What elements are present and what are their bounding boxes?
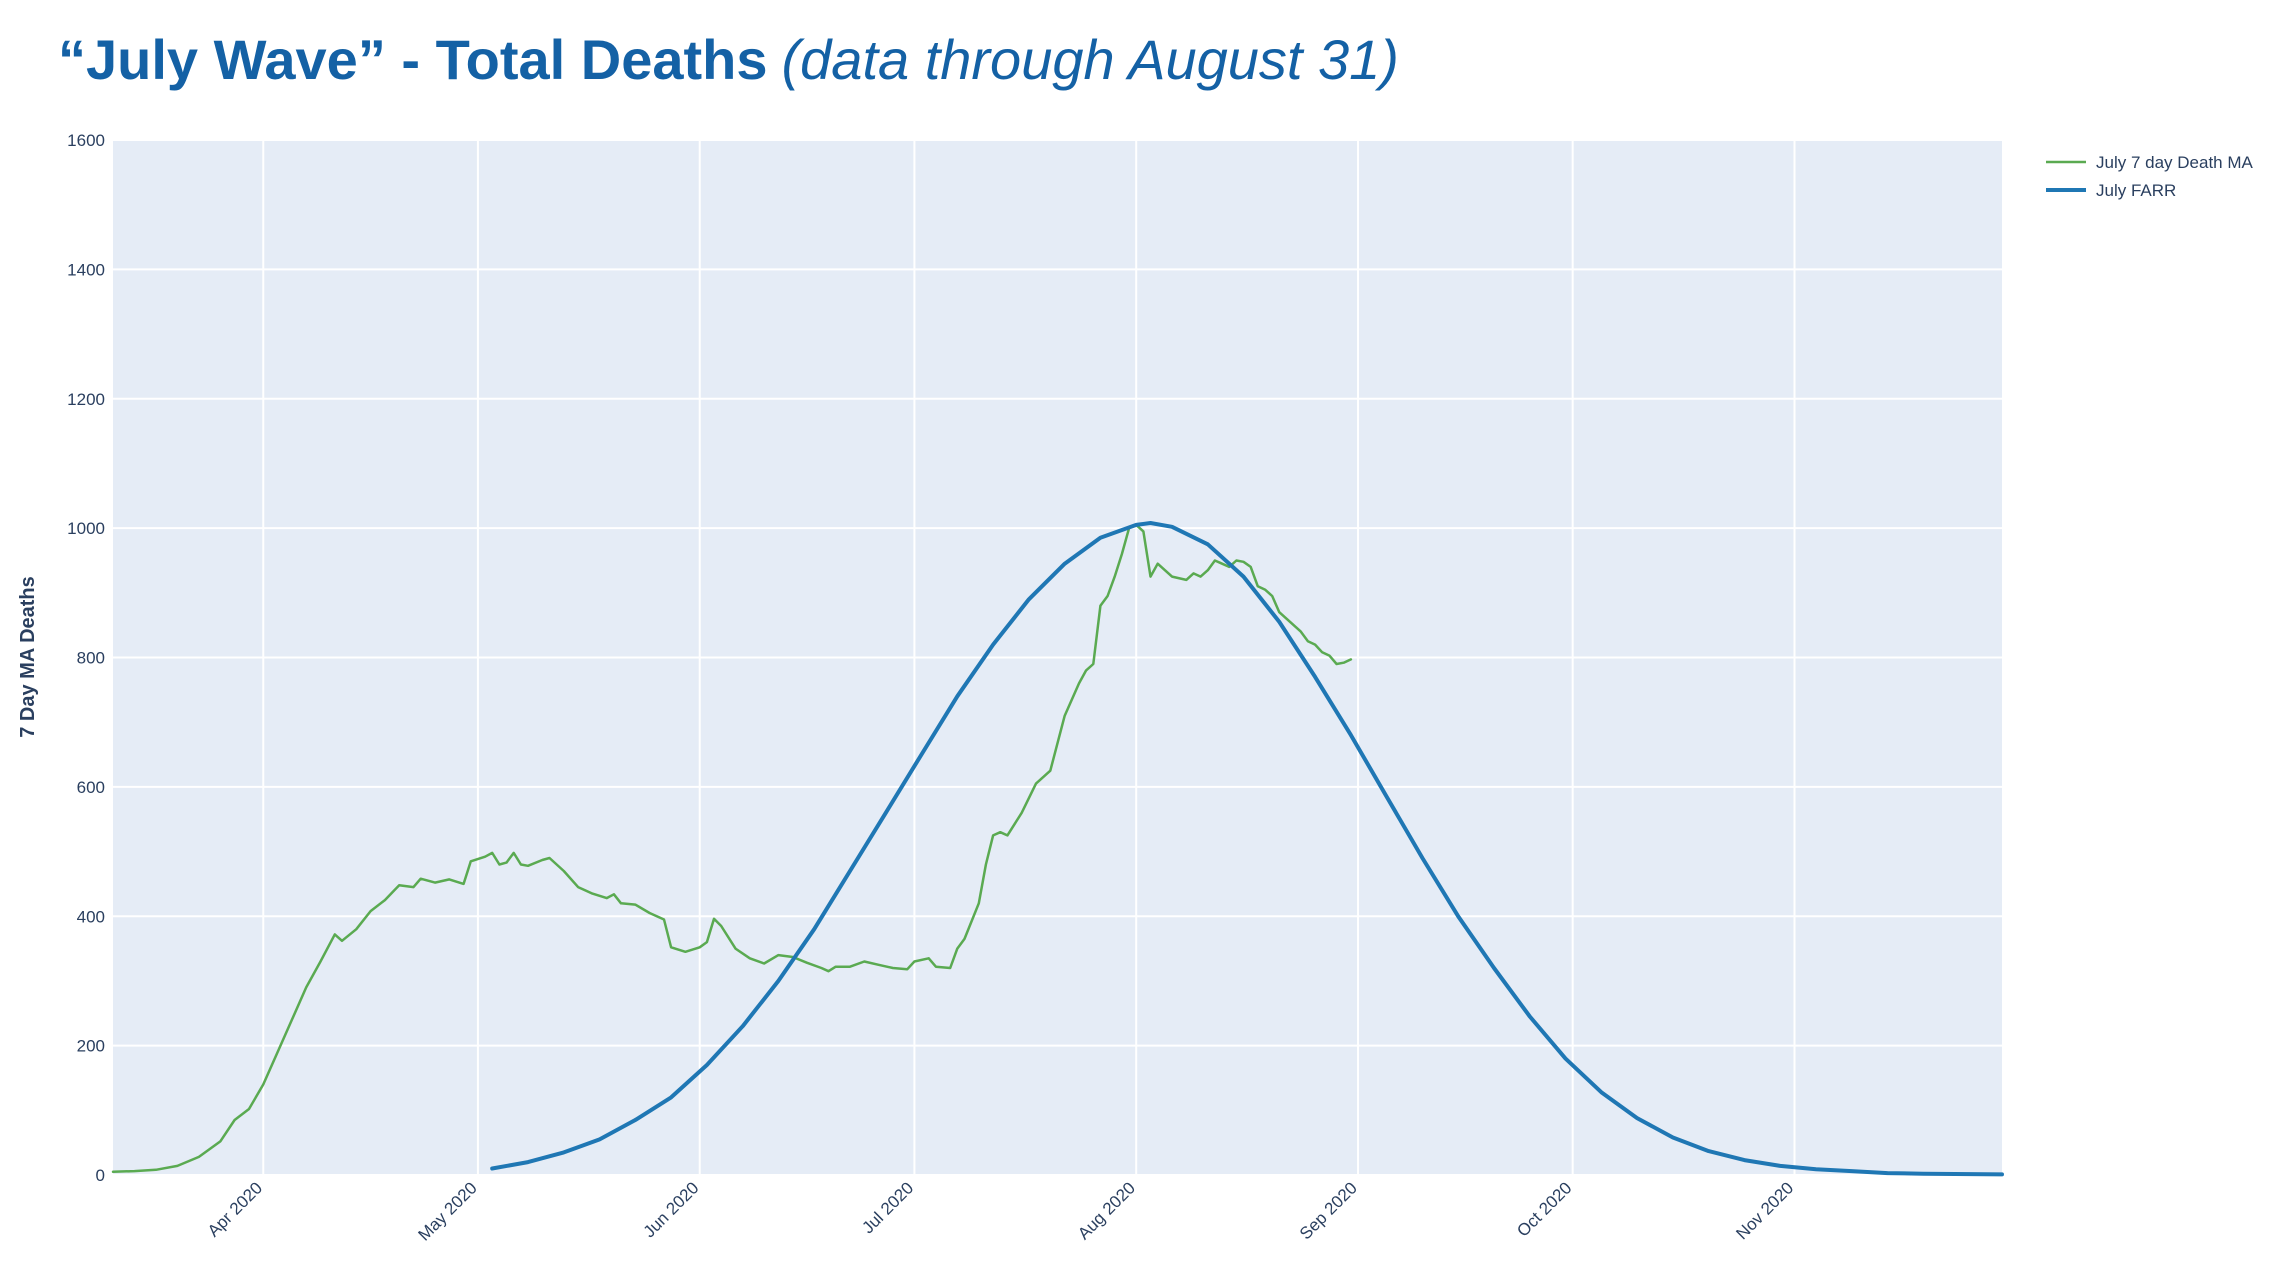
y-tick-labels: 0 200 400 600 800 1000 1200 1400 1600 — [67, 131, 105, 1185]
y-tick-label: 1000 — [67, 519, 105, 538]
legend-item[interactable]: July 7 day Death MA — [2046, 153, 2254, 172]
legend-label: July 7 day Death MA — [2096, 153, 2254, 172]
y-gridlines — [113, 139, 2002, 1176]
legend[interactable]: July 7 day Death MA July FARR — [2046, 153, 2254, 200]
y-tick-label: 1200 — [67, 390, 105, 409]
y-tick-label: 200 — [77, 1037, 105, 1056]
y-tick-label: 1400 — [67, 260, 105, 279]
x-tick-label: Jun 2020 — [640, 1178, 703, 1241]
series-line-death-ma — [111, 523, 1353, 1174]
x-tick-label: Aug 2020 — [1074, 1178, 1139, 1243]
x-tick-label: Sep 2020 — [1296, 1178, 1361, 1243]
x-tick-label: Jul 2020 — [858, 1178, 917, 1237]
legend-item[interactable]: July FARR — [2046, 181, 2176, 200]
x-tick-labels: Apr 2020 May 2020 Jun 2020 Jul 2020 Aug 2020… — [204, 1178, 1797, 1244]
series-line-farr — [490, 521, 2004, 1177]
chart-title-main: “July Wave” - Total Deaths — [58, 28, 768, 91]
y-tick-label: 0 — [96, 1166, 105, 1185]
x-tick-label: May 2020 — [415, 1178, 481, 1244]
y-tick-label: 400 — [77, 907, 105, 926]
chart-subtitle: (data through August 31) — [781, 28, 1399, 91]
x-tick-label: Apr 2020 — [204, 1178, 266, 1240]
x-tick-label: Oct 2020 — [1513, 1178, 1575, 1240]
legend-label: July FARR — [2096, 181, 2176, 200]
x-tick-label: Nov 2020 — [1732, 1178, 1797, 1243]
y-axis-label: 7 Day MA Deaths — [17, 576, 39, 738]
chart-title: “July Wave” - Total Deaths (data through … — [58, 26, 1399, 93]
y-tick-label: 600 — [77, 778, 105, 797]
y-tick-label: 800 — [77, 649, 105, 668]
y-tick-label: 1600 — [67, 131, 105, 150]
series-lines — [111, 521, 2004, 1177]
